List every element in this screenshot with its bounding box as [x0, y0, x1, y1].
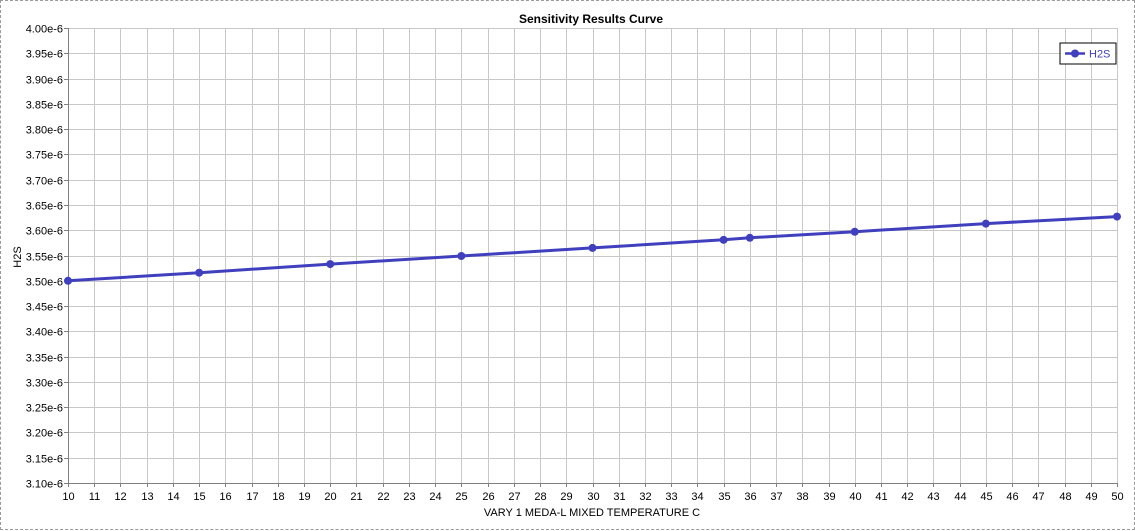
data-point[interactable]: [457, 252, 466, 261]
x-tick-label: 21: [350, 491, 362, 503]
y-axis-label: H2S: [12, 246, 24, 267]
y-tick-label: 4.00e-6: [26, 24, 63, 36]
y-tick-label: 3.55e-6: [26, 252, 63, 264]
y-tick-label: 3.60e-6: [26, 226, 63, 238]
data-point[interactable]: [719, 235, 728, 244]
x-tick-label: 36: [744, 491, 756, 503]
y-tick-label: 3.45e-6: [26, 302, 63, 314]
data-point[interactable]: [326, 260, 335, 269]
data-point[interactable]: [850, 227, 859, 236]
data-point[interactable]: [981, 219, 990, 228]
x-tick-label: 24: [429, 491, 441, 503]
y-tick-labels: 3.10e-6 3.15e-6 3.20e-6 3.25e-6 3.30e-6 3.35e…: [26, 24, 63, 491]
x-tick-label: 43: [927, 491, 939, 503]
x-tick-label: 35: [718, 491, 730, 503]
x-tick-label: 22: [377, 491, 389, 503]
y-tick-label: 3.35e-6: [26, 353, 63, 365]
x-tick-label: 31: [613, 491, 625, 503]
x-tick-label: 28: [534, 491, 546, 503]
grid: [68, 28, 1118, 484]
x-tick-label: 11: [89, 491, 100, 503]
legend-dot-marker: [1071, 49, 1079, 58]
x-tick-label: 23: [403, 491, 415, 503]
x-tick-label: 20: [324, 491, 336, 503]
x-tick-label: 41: [875, 491, 887, 503]
y-tick-label: 3.95e-6: [26, 49, 63, 61]
x-tick-label: 15: [193, 491, 205, 503]
data-point[interactable]: [588, 243, 597, 252]
y-tick-label: 3.30e-6: [26, 378, 63, 390]
chart-title: Sensitivity Results Curve: [519, 12, 663, 26]
x-tick-label: 29: [560, 491, 572, 503]
y-tick-label: 3.50e-6: [26, 277, 63, 289]
legend[interactable]: H2S: [1059, 42, 1117, 65]
y-tick-label: 3.15e-6: [26, 454, 63, 466]
y-tick-label: 3.75e-6: [26, 150, 63, 162]
x-tick-label: 13: [141, 491, 153, 503]
x-tick-label: 37: [770, 491, 782, 503]
x-tick-label: 19: [298, 491, 310, 503]
x-tick-label: 25: [455, 491, 467, 503]
x-tick-label: 48: [1059, 491, 1071, 503]
x-tick-label: 50: [1111, 491, 1123, 503]
x-tick-label: 38: [796, 491, 808, 503]
y-tick-label: 3.10e-6: [26, 479, 63, 491]
x-tick-label: 45: [980, 491, 992, 503]
axes: [64, 28, 1118, 487]
y-tick-label: 3.25e-6: [26, 403, 63, 415]
x-tick-label: 10: [62, 491, 74, 503]
x-axis-label: VARY 1 MEDA-L MIXED TEMPERATURE C: [484, 507, 700, 519]
x-tick-label: 46: [1006, 491, 1018, 503]
y-tick-label: 3.90e-6: [26, 75, 63, 87]
x-tick-label: 33: [665, 491, 677, 503]
x-tick-label: 26: [482, 491, 494, 503]
legend-box: [1059, 42, 1117, 65]
x-tick-label: 17: [246, 491, 258, 503]
y-tick-label: 3.40e-6: [26, 327, 63, 339]
x-tick-label: 44: [954, 491, 966, 503]
data-point[interactable]: [195, 268, 204, 277]
x-tick-labels: 10 11 12 13 14 15 16 17 18 19 20 21 22 23 24 25 26 27 28 29…: [62, 491, 1123, 503]
x-tick-label: 32: [639, 491, 651, 503]
x-tick-label: 40: [849, 491, 861, 503]
data-point[interactable]: [1113, 212, 1121, 221]
data-point[interactable]: [745, 233, 754, 242]
x-tick-label: 12: [114, 491, 126, 503]
y-tick-label: 3.20e-6: [26, 428, 63, 440]
legend-label: H2S: [1089, 49, 1110, 61]
y-tick-label: 3.85e-6: [26, 100, 63, 112]
x-tick-label: 39: [823, 491, 835, 503]
series-layer: [64, 212, 1121, 285]
x-tick-label: 27: [508, 491, 520, 503]
y-tick-label: 3.65e-6: [26, 201, 63, 213]
x-tick-label: 14: [167, 491, 179, 503]
x-tick-label: 47: [1032, 491, 1044, 503]
x-tick-label: 16: [219, 491, 231, 503]
y-tick-label: 3.70e-6: [26, 176, 63, 188]
x-tick-label: 30: [587, 491, 599, 503]
x-tick-label: 34: [691, 491, 703, 503]
series-line-h2s: [67, 215, 1118, 283]
x-tick-label: 18: [272, 491, 284, 503]
x-tick-label: 42: [901, 491, 913, 503]
y-tick-label: 3.80e-6: [26, 125, 63, 137]
x-tick-label: 49: [1085, 491, 1097, 503]
data-point[interactable]: [64, 276, 72, 285]
